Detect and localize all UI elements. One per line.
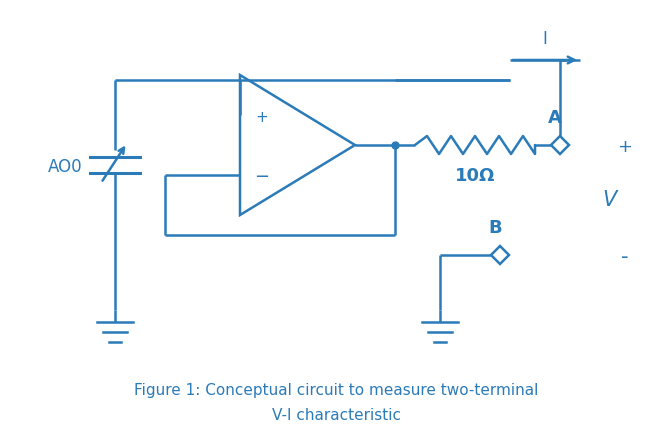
Text: V-I characteristic: V-I characteristic [271, 408, 401, 422]
Text: +: + [255, 109, 268, 125]
Text: V: V [603, 190, 617, 210]
Text: 10Ω: 10Ω [455, 167, 495, 185]
Text: I: I [542, 30, 548, 48]
Text: Figure 1: Conceptual circuit to measure two-terminal: Figure 1: Conceptual circuit to measure … [134, 383, 538, 397]
Text: B: B [488, 219, 502, 237]
Text: AO0: AO0 [48, 158, 83, 176]
Text: −: − [255, 168, 269, 186]
Text: A: A [548, 109, 562, 127]
Text: -: - [621, 247, 629, 267]
Text: +: + [618, 138, 632, 156]
